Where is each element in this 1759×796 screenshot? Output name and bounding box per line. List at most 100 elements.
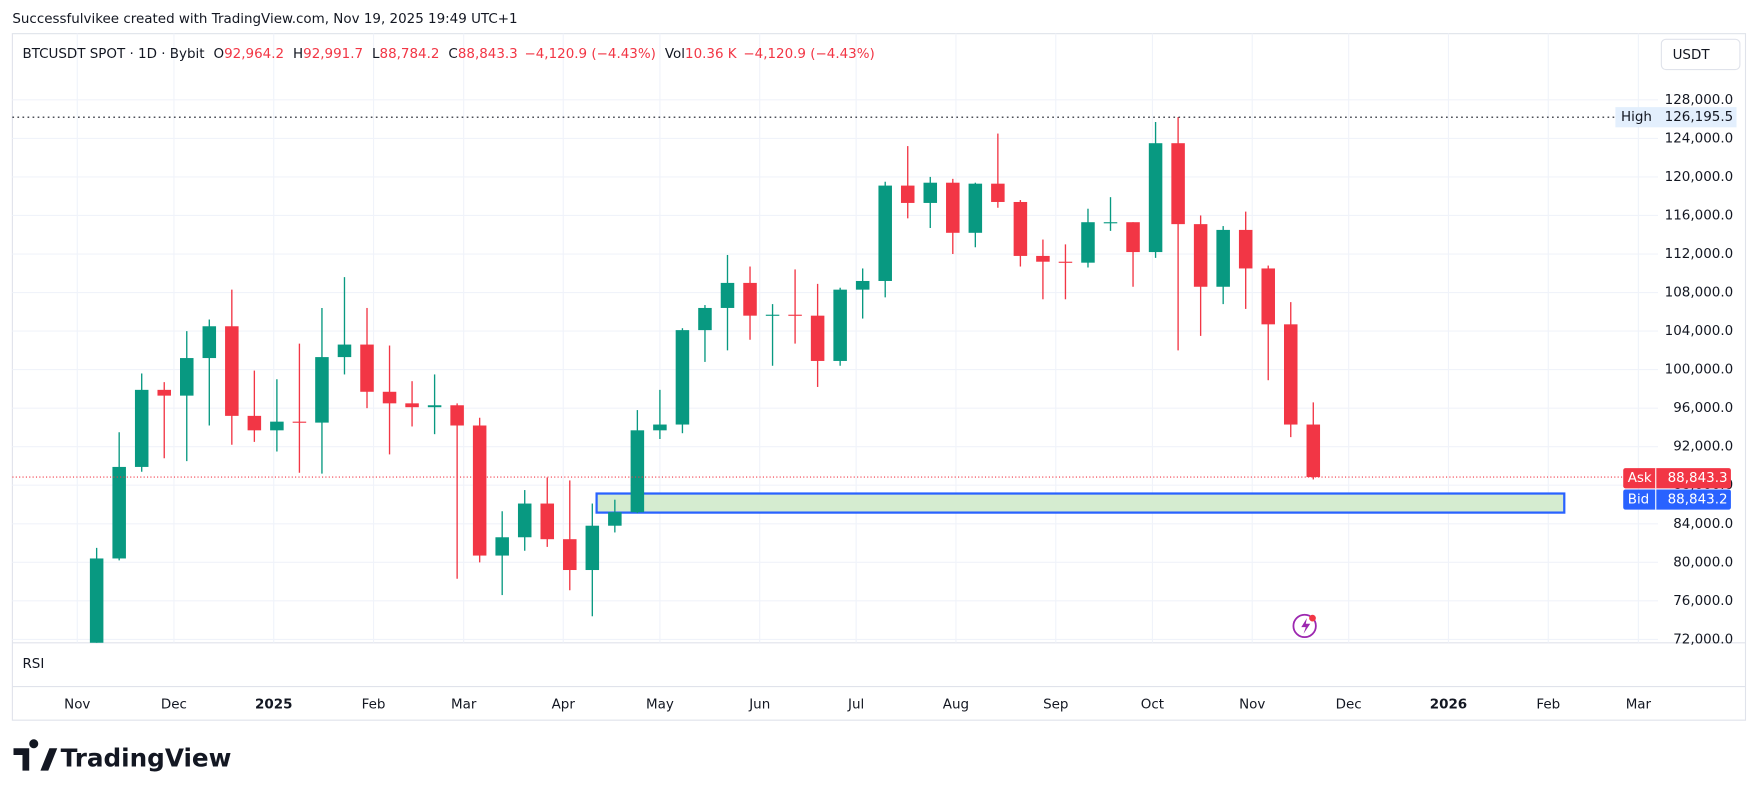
y-tick-label: 116,000.0 [1665,208,1733,223]
x-tick-label: Dec [161,697,187,712]
candle-body [1238,229,1253,269]
candle-body [585,525,600,571]
zone [595,492,1566,514]
candle-body [675,330,690,425]
currency[interactable]: USDT [1673,48,1711,63]
candle-body [946,182,960,233]
y-tick-label: 128,000.0 [1665,93,1733,108]
candle-body [517,503,532,538]
candles [89,117,1321,643]
credit: Successfulvikee created with TradingView… [12,12,517,27]
zone-layer [595,492,1566,514]
candle-body [1216,229,1230,287]
candle-body [270,421,284,431]
bid-value: 88,843.2 [1668,493,1728,508]
x-tick-label: Apr [552,697,576,712]
alert-bolt [1301,618,1311,634]
candle-body [991,183,1005,202]
candle-body [89,558,104,643]
ohlc-key: L [372,47,380,62]
candle-body [855,280,870,290]
ask-value: 88,843.3 [1668,471,1728,486]
currency-button[interactable] [1660,38,1741,71]
bid-name: Bid [1628,493,1650,508]
candle-body [563,539,577,571]
candle-body [968,183,983,233]
y-tick-label: 112,000.0 [1665,247,1733,262]
ohlc-value: 92,991.7 [303,47,363,62]
x-tick-label: Nov [64,697,90,712]
high-name: High [1621,110,1652,125]
candle-body [202,326,217,359]
x-tick-label: Dec [1336,697,1362,712]
candle-body [1148,143,1163,253]
candle-body [833,289,847,361]
candle-body [134,389,149,467]
candle-body [450,405,464,426]
x-tick-label: Jul [847,697,864,712]
symbol: BTCUSDT SPOT · 1D · Bybit [22,47,204,62]
candle-body [157,389,171,396]
x-tick-label: Jun [748,697,770,712]
candle-body [1306,424,1321,478]
bid-tag [1623,489,1731,510]
candle-body [720,282,735,308]
x-tick-label: Aug [943,697,969,712]
vol-key: Vol [665,47,685,62]
candle-body [1283,324,1298,425]
candle-body [247,415,262,431]
high-value: 126,195.5 [1665,110,1733,125]
candle-body [810,315,825,361]
candle-body [315,357,329,423]
y-tick-label: 76,000.0 [1673,594,1733,609]
candle-body [1036,255,1050,262]
alert-icon[interactable] [1292,613,1317,639]
candle-body [698,307,712,331]
candle-body [472,425,487,556]
candle-body [1058,261,1073,263]
candle-body [900,185,915,203]
ohlc-value: 88,843.3 [458,47,518,62]
x-tick-label: May [646,697,674,712]
x-tick-label: Nov [1239,697,1265,712]
x-tick-label: Mar [1626,697,1652,712]
y-tick-label: 108,000.0 [1665,286,1733,301]
ohlc-key: H [293,47,303,62]
candle-body [427,405,442,408]
candle-body [1013,201,1028,256]
x-tick-label: Feb [362,697,386,712]
logo-text: TradingView [61,743,232,772]
y-tick-label: 100,000.0 [1665,363,1733,378]
legend: BTCUSDT SPOT · 1D · Bybit O92,964.2 H92,99… [22,47,874,62]
x-tick-label: Sep [1043,697,1068,712]
y-tick-label: 80,000.0 [1673,555,1733,570]
candle-body [1171,143,1185,225]
y-tick-label: 104,000.0 [1665,324,1733,339]
ohlc-key: C [448,47,457,62]
candle-body [923,182,938,203]
candle-body [1126,222,1140,253]
candle-body [743,282,757,316]
ask-tag [1623,468,1731,489]
candle-body [495,537,509,556]
candle-body [405,403,419,408]
x-tick-label: Oct [1141,697,1164,712]
ohlc-value: 88,784.2 [380,47,440,62]
ohlc-key: O [214,47,225,62]
candle-body [337,344,352,358]
candle-body [1193,224,1208,287]
y-tick-label: 84,000.0 [1673,517,1733,532]
candle-body [540,503,555,540]
y-tick-label: 120,000.0 [1665,170,1733,185]
candle-body [1081,222,1095,263]
candle-body [878,185,892,281]
x-tick-label: Feb [1536,697,1560,712]
candle-body [765,314,780,316]
candle-body [1261,268,1275,325]
high-tag [1615,107,1737,128]
rsi-label: RSI [22,657,44,672]
candle-body [180,358,194,396]
candle-body [630,430,645,513]
alert-dot [1309,614,1316,622]
